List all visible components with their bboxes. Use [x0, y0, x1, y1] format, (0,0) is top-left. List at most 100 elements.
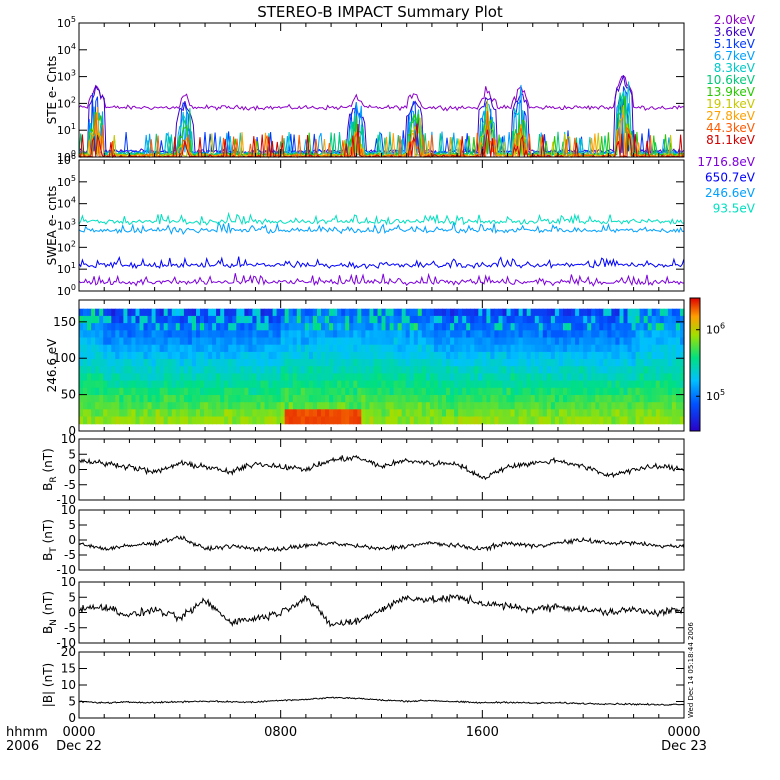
heatmap-cell — [530, 337, 536, 346]
heatmap-cell — [321, 308, 326, 317]
heatmap-cell — [175, 402, 181, 410]
heatmap-cell — [482, 323, 487, 331]
heatmap-cell — [389, 387, 395, 396]
heatmap-cell — [296, 366, 302, 374]
heatmap-cell — [321, 351, 326, 360]
heatmap-cell — [147, 308, 153, 317]
heatmap-cell — [232, 416, 237, 425]
heatmap-cell — [458, 402, 463, 410]
heatmap-cell — [159, 380, 165, 389]
heatmap-cell — [260, 380, 266, 389]
heatmap-cell — [91, 351, 96, 360]
heatmap-cell — [115, 380, 120, 389]
heatmap-cell — [667, 387, 673, 396]
heatmap-cell — [571, 373, 576, 382]
heatmap-cell — [365, 315, 370, 324]
heatmap-cell — [530, 373, 536, 382]
heatmap-cell — [587, 395, 592, 403]
heatmap-cell — [442, 409, 447, 418]
heatmap-cell — [155, 402, 161, 410]
heatmap-cell — [583, 315, 588, 324]
heatmap-cell — [325, 330, 330, 339]
heatmap-cell — [454, 409, 459, 418]
heatmap-cell — [603, 395, 608, 403]
heatmap-cell — [667, 409, 673, 418]
heatmap-cell — [607, 330, 612, 339]
heatmap-cell — [292, 323, 298, 331]
heatmap-cell — [615, 315, 620, 324]
heatmap-cell — [405, 308, 411, 317]
heatmap-cell — [393, 323, 399, 331]
heatmap-cell — [312, 315, 318, 324]
heatmap-cell — [200, 380, 205, 389]
heatmap-cell — [252, 359, 257, 367]
heatmap-cell — [567, 395, 572, 403]
heatmap-cell — [349, 366, 354, 374]
heatmap-cell — [159, 308, 165, 317]
heatmap-cell — [317, 344, 322, 353]
heatmap-cell — [115, 416, 120, 425]
heatmap-cell — [575, 337, 580, 346]
heatmap-cell — [103, 323, 108, 331]
heatmap-cell — [599, 380, 604, 389]
heatmap-cell — [579, 337, 584, 346]
heatmap-cell — [667, 380, 673, 389]
heatmap-cell — [248, 323, 253, 331]
heatmap-cell — [413, 395, 419, 403]
heatmap-cell — [401, 323, 407, 331]
heatmap-cell — [252, 330, 257, 339]
heatmap-cell — [675, 416, 681, 425]
heatmap-cell — [639, 380, 645, 389]
heatmap-cell — [87, 402, 92, 410]
heatmap-cell — [567, 359, 572, 367]
heatmap-cell — [353, 315, 358, 324]
heatmap-cell — [607, 351, 612, 360]
heatmap-cell — [143, 359, 149, 367]
heatmap-cell — [381, 330, 387, 339]
heatmap-cell — [462, 315, 467, 324]
heatmap-cell — [212, 337, 217, 346]
heatmap-cell — [123, 409, 128, 418]
time-tick-date: Dec 22 — [56, 739, 102, 754]
heatmap-cell — [526, 359, 532, 367]
heatmap-cell — [409, 387, 415, 396]
heatmap-cell — [462, 351, 467, 360]
heatmap-cell — [163, 395, 169, 403]
heatmap-cell — [361, 315, 366, 324]
heatmap-cell — [179, 416, 185, 425]
heatmap-cell — [91, 308, 96, 317]
heatmap-cell — [526, 416, 532, 425]
heatmap-cell — [458, 395, 463, 403]
heatmap-cell — [603, 402, 608, 410]
heatmap-cell — [304, 409, 310, 418]
heatmap-cell — [268, 402, 274, 410]
heatmap-cell — [458, 323, 463, 331]
heatmap-cell — [446, 416, 451, 425]
heatmap-cell — [308, 373, 314, 382]
heatmap-cell — [317, 416, 322, 425]
heatmap-cell — [248, 402, 253, 410]
heatmap-cell — [393, 351, 399, 360]
heatmap-cell — [599, 366, 604, 374]
heatmap-cell — [659, 373, 665, 382]
heatmap-cell — [208, 308, 213, 317]
heatmap-cell — [575, 416, 580, 425]
heatmap-cell — [248, 380, 253, 389]
heatmap-cell — [675, 315, 681, 324]
heatmap-cell — [607, 409, 612, 418]
heatmap-cell — [680, 323, 685, 331]
heatmap-cell — [276, 402, 282, 410]
heatmap-cell — [321, 323, 326, 331]
heatmap-cell — [365, 380, 370, 389]
heatmap-cell — [369, 337, 374, 346]
heatmap-cell — [579, 416, 584, 425]
heatmap-cell — [216, 416, 221, 425]
heatmap-cell — [450, 323, 455, 331]
heatmap-cell — [667, 416, 673, 425]
heatmap-cell — [530, 315, 536, 324]
heatmap-cell — [663, 366, 669, 374]
heatmap-cell — [579, 359, 584, 367]
heatmap-cell — [611, 323, 616, 331]
heatmap-cell — [542, 337, 548, 346]
heatmap-cell — [208, 366, 213, 374]
